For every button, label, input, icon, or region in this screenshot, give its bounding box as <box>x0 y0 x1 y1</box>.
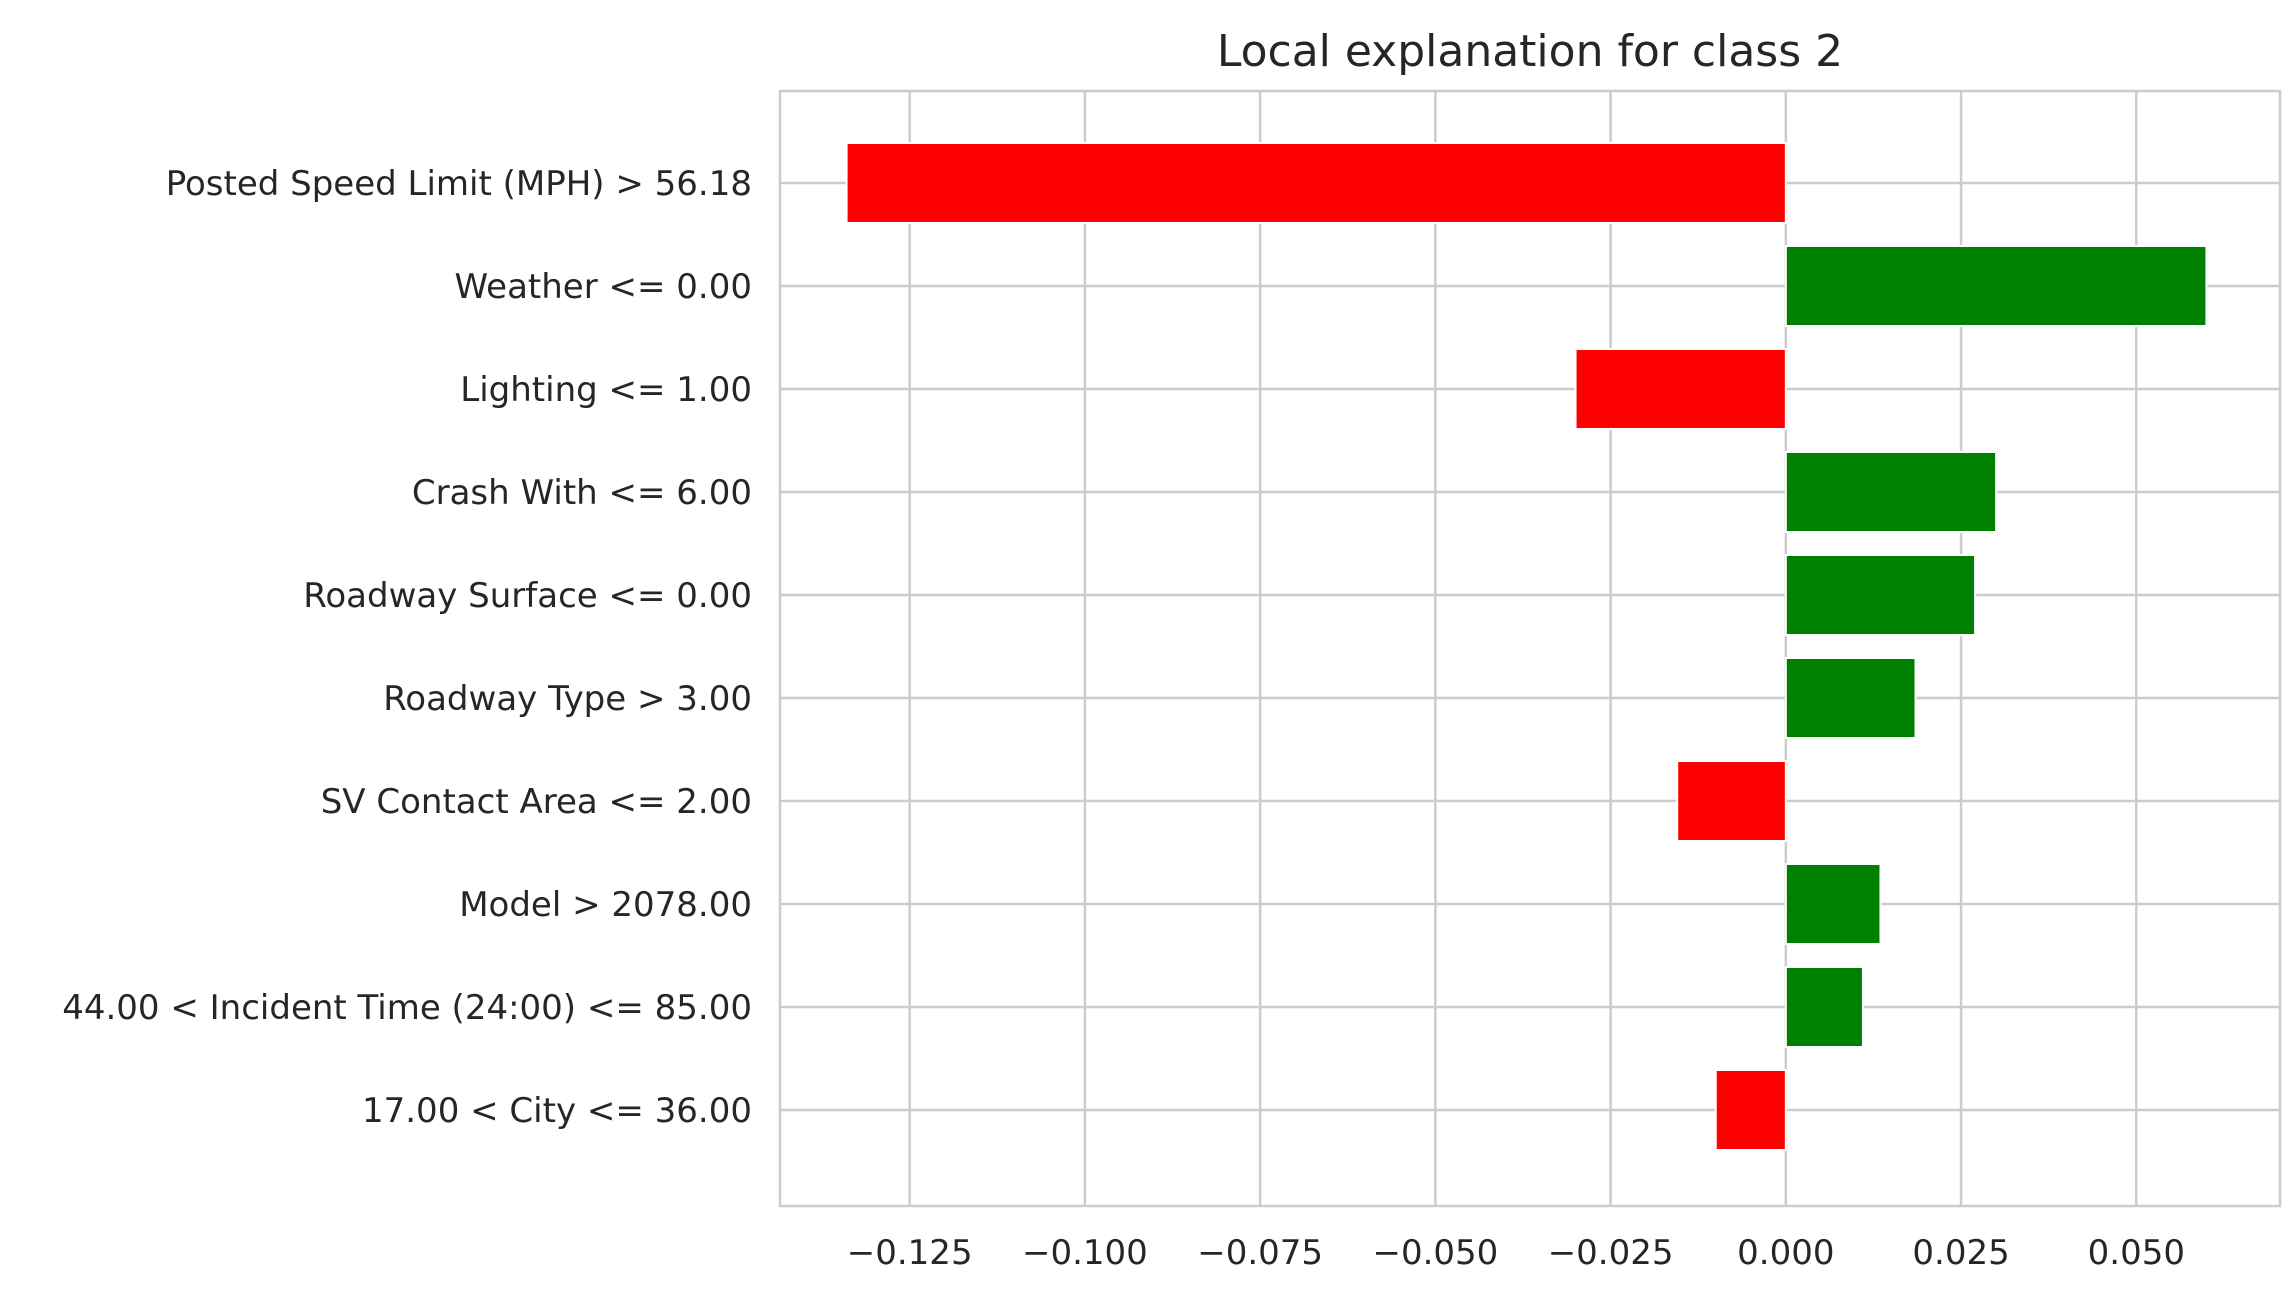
x-tick-label: −0.100 <box>1022 1233 1148 1273</box>
y-tick-label: Model > 2078.00 <box>459 885 752 925</box>
x-tick-label: 0.025 <box>1912 1233 2009 1273</box>
bar-positive <box>1784 554 1977 636</box>
x-tick-label: −0.125 <box>847 1233 973 1273</box>
y-tick-label: SV Contact Area <= 2.00 <box>321 782 752 822</box>
x-tick-label: 0.000 <box>1737 1233 1834 1273</box>
y-tick-label: 44.00 < Incident Time (24:00) <= 85.00 <box>62 988 752 1028</box>
x-tick-label: 0.050 <box>2088 1233 2185 1273</box>
bar-positive <box>1784 451 1998 533</box>
y-tick-label: Lighting <= 1.00 <box>460 370 752 410</box>
bar-positive <box>1784 966 1864 1048</box>
bar-layer <box>845 142 2208 1151</box>
x-tick-labels: −0.125 −0.100 −0.075 −0.050 −0.025 0.000 0.025… <box>847 1233 2185 1273</box>
bar-positive <box>1784 245 2208 327</box>
y-tick-label: Roadway Surface <= 0.00 <box>303 576 752 616</box>
bar-positive <box>1784 863 1882 945</box>
y-tick-label: Crash With <= 6.00 <box>412 473 752 513</box>
x-tick-label: −0.050 <box>1372 1233 1498 1273</box>
y-tick-label: Posted Speed Limit (MPH) > 56.18 <box>166 164 752 204</box>
bar-negative <box>845 142 1787 224</box>
bar-positive <box>1784 657 1917 739</box>
plot-frame <box>778 89 2282 1208</box>
chart-title: Local explanation for class 2 <box>1217 26 1843 77</box>
x-tick-label: −0.025 <box>1548 1233 1674 1273</box>
bar-negative <box>1714 1069 1787 1151</box>
y-tick-label: Roadway Type > 3.00 <box>383 679 752 719</box>
y-tick-labels: Posted Speed Limit (MPH) > 56.18 Weather … <box>62 164 752 1131</box>
bar-negative <box>1676 760 1787 842</box>
y-tick-label: 17.00 < City <= 36.00 <box>362 1091 752 1131</box>
bar-negative <box>1574 348 1787 430</box>
y-tick-label: Weather <= 0.00 <box>455 267 752 307</box>
x-tick-label: −0.075 <box>1197 1233 1323 1273</box>
